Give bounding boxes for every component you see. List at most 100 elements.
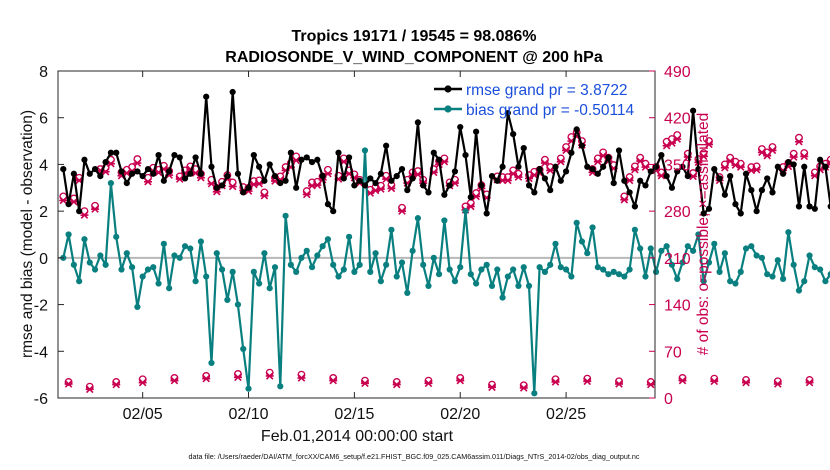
rmse-point <box>150 170 157 177</box>
bias-point <box>102 261 109 268</box>
title-group: Tropics 19171 / 19545 = 98.086% RADIOSON… <box>225 28 603 66</box>
bias-point <box>674 275 681 282</box>
rmse-point <box>488 173 496 180</box>
rmse-point <box>631 203 638 210</box>
bias-point <box>377 278 384 285</box>
rmse-point <box>203 93 210 100</box>
bias-point <box>134 303 141 311</box>
rmse-point <box>446 182 453 189</box>
bias-point <box>224 296 231 303</box>
obs-assimilated-point <box>323 170 332 178</box>
rmse-point <box>600 163 607 170</box>
bias-point <box>393 273 400 280</box>
rmse-point <box>197 170 204 177</box>
bias-point <box>547 261 554 268</box>
footnote: data file: /Users/raeder/DAI/ATM_forcXX/… <box>189 452 640 461</box>
bias-point <box>388 226 395 233</box>
bias-point <box>658 247 665 254</box>
rmse-point <box>91 166 99 173</box>
obs-assimilated-point <box>202 374 211 383</box>
bias-point <box>298 254 305 261</box>
bias-point <box>822 278 829 285</box>
legend-rmse-marker <box>444 85 452 93</box>
rmse-line <box>62 90 830 215</box>
rmse-point <box>647 168 654 175</box>
bias-point <box>187 245 194 252</box>
bias-point <box>155 280 162 287</box>
bias-point <box>578 238 586 245</box>
bias-point <box>356 261 363 268</box>
rmse-point <box>779 170 787 177</box>
rmse-point <box>229 88 236 96</box>
rmse-point <box>113 149 120 156</box>
obs-assimilated-point <box>620 196 629 204</box>
y-right-axis-label: # of obs: o=possible; ×=assimilated <box>695 113 712 356</box>
obs-assimilated-point <box>265 372 274 380</box>
bias-point <box>642 273 649 280</box>
obs-assimilated-point <box>398 207 407 215</box>
bias-point <box>758 254 766 261</box>
rmse-point <box>827 203 830 210</box>
bias-point <box>208 359 215 367</box>
rmse-point <box>351 182 358 189</box>
bias-point <box>806 252 813 259</box>
rmse-point <box>467 194 474 201</box>
bias-point <box>197 238 204 245</box>
rmse-point <box>499 163 506 170</box>
obs-assimilated-point <box>673 135 682 143</box>
rmse-point <box>256 163 263 170</box>
bias-point <box>192 278 199 285</box>
rmse-point <box>409 175 416 182</box>
rmse-point <box>303 154 310 161</box>
rmse-point <box>515 163 522 170</box>
bias-point <box>790 261 797 268</box>
bias-point <box>240 345 247 353</box>
rmse-point <box>266 161 273 168</box>
bias-point <box>652 268 660 275</box>
rmse-point <box>494 177 501 184</box>
rmse-point <box>250 151 257 159</box>
rmse-point <box>155 151 162 159</box>
obs-assimilated-point <box>69 198 78 206</box>
y-tick-label: 4 <box>39 157 48 174</box>
bias-point <box>663 243 670 250</box>
bias-point <box>732 280 739 287</box>
rmse-point <box>758 187 766 194</box>
y-tick-label: 6 <box>39 111 48 128</box>
obs-assimilated-point <box>450 179 459 187</box>
bias-point <box>65 231 72 238</box>
bias-point <box>414 215 421 222</box>
bias-point <box>171 252 178 259</box>
bias-point <box>245 385 252 392</box>
rmse-point <box>367 175 374 182</box>
rmse-point <box>414 119 421 126</box>
obs-assimilated-point <box>487 383 496 392</box>
rmse-point <box>510 130 517 138</box>
rmse-point <box>102 158 109 166</box>
obs-possible-point <box>826 155 830 164</box>
rmse-point <box>478 182 485 189</box>
legend-bias-marker <box>444 105 452 113</box>
bias-point <box>600 266 607 273</box>
bias-point <box>531 390 538 397</box>
bias-point <box>324 236 332 243</box>
rmse-point <box>748 187 755 194</box>
rmse-point <box>224 173 231 180</box>
bias-point <box>319 243 326 250</box>
obs-assimilated-point <box>297 374 306 382</box>
obs-assimilated-point <box>440 157 449 166</box>
bias-point <box>451 278 459 285</box>
obs-assimilated-point <box>85 385 94 394</box>
bias-point <box>811 264 818 271</box>
y-right-tick-label: 0 <box>664 391 673 408</box>
bias-point <box>467 271 474 278</box>
rmse-point <box>118 168 125 175</box>
bias-point <box>372 250 379 257</box>
bias-point <box>795 287 803 294</box>
obs-assimilated-point <box>514 173 523 181</box>
rmse-point <box>626 189 633 196</box>
rmse-point <box>187 170 194 177</box>
bias-point <box>769 273 776 280</box>
rmse-point <box>420 182 427 189</box>
